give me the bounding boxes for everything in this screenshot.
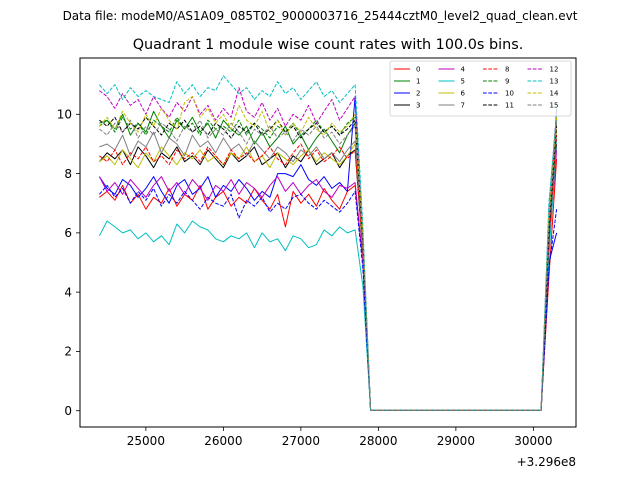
legend-label-6: 6 (461, 90, 466, 98)
legend-label-3: 3 (416, 102, 420, 110)
legend-label-7: 7 (461, 102, 465, 110)
figure-suptitle: Data file: modeM0/AS1A09_085T02_90000037… (63, 9, 578, 23)
x-tick-label-30000: 30000 (514, 434, 552, 448)
legend-label-15: 15 (550, 102, 559, 110)
series-line-1 (99, 108, 558, 411)
x-tick-label-29000: 29000 (437, 434, 475, 448)
y-tick-label-8: 8 (64, 167, 72, 181)
series-line-6 (99, 129, 558, 411)
series-line-13 (99, 75, 558, 411)
y-tick-label-0: 0 (64, 404, 72, 418)
axis-ticks: 25000 26000 27000 28000 29000 30000 0 2 4 6 8 10 (57, 108, 553, 448)
legend-label-13: 13 (550, 78, 559, 86)
legend-label-8: 8 (505, 66, 509, 74)
legend-label-14: 14 (550, 90, 559, 98)
series-line-15 (99, 119, 558, 411)
series-line-2 (98, 96, 558, 411)
legend-frame (389, 60, 572, 117)
legend-label-1: 1 (416, 78, 420, 86)
legend-label-12: 12 (550, 66, 559, 74)
axes-frame (79, 57, 577, 428)
series-line-8 (99, 135, 558, 411)
legend-label-11: 11 (505, 102, 514, 110)
chart-title: Quadrant 1 module wise count rates with … (133, 37, 524, 53)
legend-label-10: 10 (505, 90, 514, 98)
series-line-10 (99, 184, 558, 411)
series-line-12 (99, 87, 558, 411)
series-line-14 (99, 96, 558, 411)
series-line-4 (98, 149, 558, 411)
y-tick-label-4: 4 (64, 285, 72, 299)
series-line-9 (99, 116, 558, 411)
legend-label-2: 2 (416, 90, 420, 98)
y-tick-label-10: 10 (57, 108, 72, 122)
y-tick-label-2: 2 (64, 345, 72, 359)
x-tick-label-26000: 26000 (204, 434, 242, 448)
x-offset-text: +3.296e8 (517, 455, 576, 469)
legend-label-5: 5 (461, 78, 465, 86)
legend-label-9: 9 (505, 78, 509, 86)
legend-label-4: 4 (461, 66, 466, 74)
series-line-5 (98, 137, 558, 411)
series-line-7 (99, 120, 558, 411)
series-line-3 (99, 143, 558, 411)
x-tick-label-27000: 27000 (282, 434, 320, 448)
series-line-0 (99, 158, 558, 411)
y-tick-label-6: 6 (64, 226, 72, 240)
legend-label-0: 0 (416, 66, 420, 74)
plot-area (98, 75, 558, 411)
series-line-11 (99, 116, 558, 411)
x-tick-label-25000: 25000 (127, 434, 165, 448)
x-tick-label-28000: 28000 (359, 434, 397, 448)
